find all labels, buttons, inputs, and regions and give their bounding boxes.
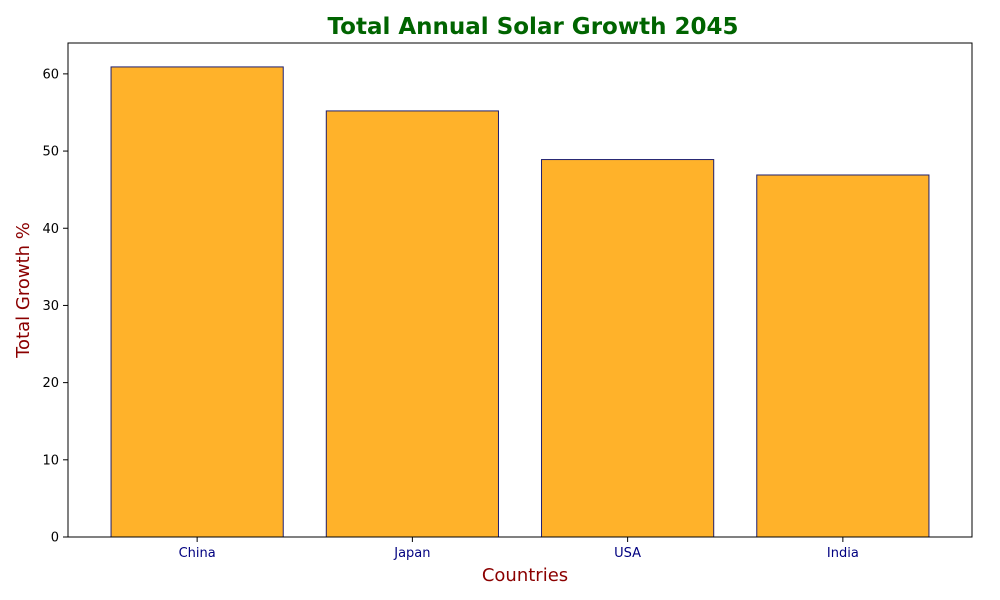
x-tick-label: Japan xyxy=(393,546,430,561)
y-axis-label: Total Growth % xyxy=(13,222,34,359)
bar-usa xyxy=(541,159,715,538)
bar-china xyxy=(110,66,284,538)
y-axis-ticks: 0 10 20 30 40 50 60 xyxy=(42,67,68,546)
y-tick-label: 10 xyxy=(42,453,59,468)
y-tick-label: 60 xyxy=(42,67,59,82)
y-tick-label: 0 xyxy=(51,531,59,546)
chart-title: Total Annual Solar Growth 2045 xyxy=(328,14,739,40)
y-tick-label: 50 xyxy=(42,145,59,160)
x-tick-label: China xyxy=(179,546,216,561)
bars-group xyxy=(110,66,930,538)
x-axis-ticks: China Japan USA India xyxy=(179,537,859,561)
y-tick-label: 30 xyxy=(42,299,59,314)
x-axis-label: Countries xyxy=(482,565,568,586)
x-tick-label: India xyxy=(827,546,859,561)
y-tick-label: 20 xyxy=(42,376,59,391)
y-tick-label: 40 xyxy=(42,222,59,237)
bar-japan xyxy=(325,110,499,538)
plot-area-frame xyxy=(67,42,973,538)
x-tick-label: USA xyxy=(614,546,641,561)
bar-india xyxy=(756,174,930,538)
